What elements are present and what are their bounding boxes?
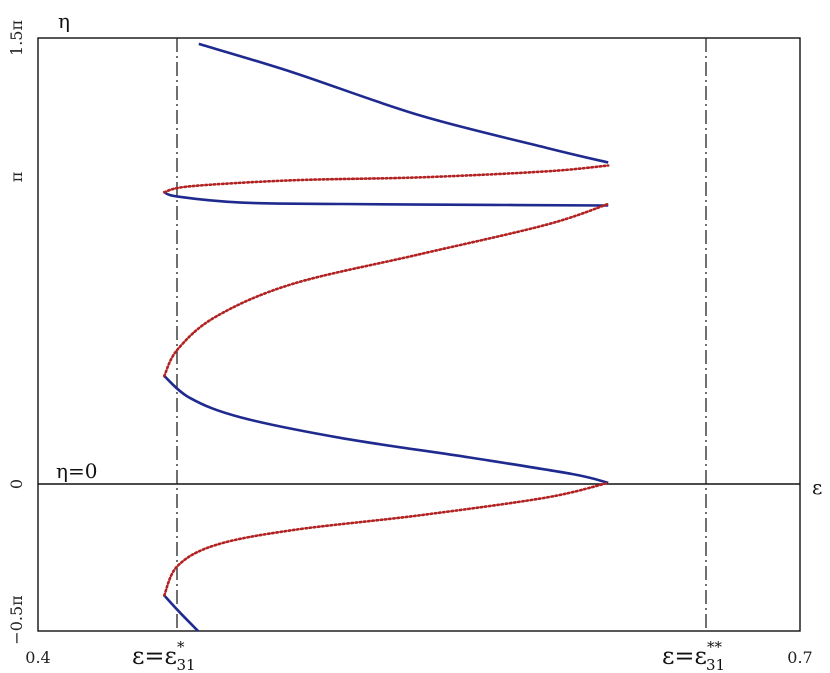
- x-tick-label: 0.7: [787, 648, 812, 667]
- solid-branch-0: [198, 42, 609, 164]
- left-marker-base: ε=ε: [132, 642, 177, 670]
- y-tick-label: −0.5π: [7, 595, 26, 644]
- x-axis-label: ε: [812, 475, 822, 499]
- solid-branch-1: [163, 190, 609, 207]
- dotted-branch-5: [162, 202, 610, 378]
- left-marker-sub: 31: [176, 656, 195, 673]
- y-tick-label: π: [7, 172, 26, 183]
- dotted-branch-6: [162, 481, 610, 597]
- left-marker-sup: *: [177, 638, 185, 656]
- left-marker-label: ε=ε* 31: [132, 638, 196, 673]
- series-layer: [162, 42, 610, 632]
- right-marker-sup: **: [707, 638, 723, 656]
- y-tick-label: 0: [7, 479, 26, 489]
- right-marker-base: ε=ε: [662, 642, 707, 670]
- y-tick-label: 1.5π: [7, 20, 26, 56]
- plot-frame: [37, 37, 801, 632]
- solid-branch-2: [163, 375, 609, 485]
- right-marker-label: ε=ε** 31: [662, 638, 725, 673]
- right-marker-sub: 31: [706, 656, 725, 673]
- dotted-branch-4: [162, 164, 610, 194]
- y-axis-label: η: [58, 9, 70, 33]
- x-tick-label: 0.4: [25, 648, 50, 667]
- solid-branch-3: [163, 594, 199, 632]
- zero-line-label: η=0: [56, 459, 97, 483]
